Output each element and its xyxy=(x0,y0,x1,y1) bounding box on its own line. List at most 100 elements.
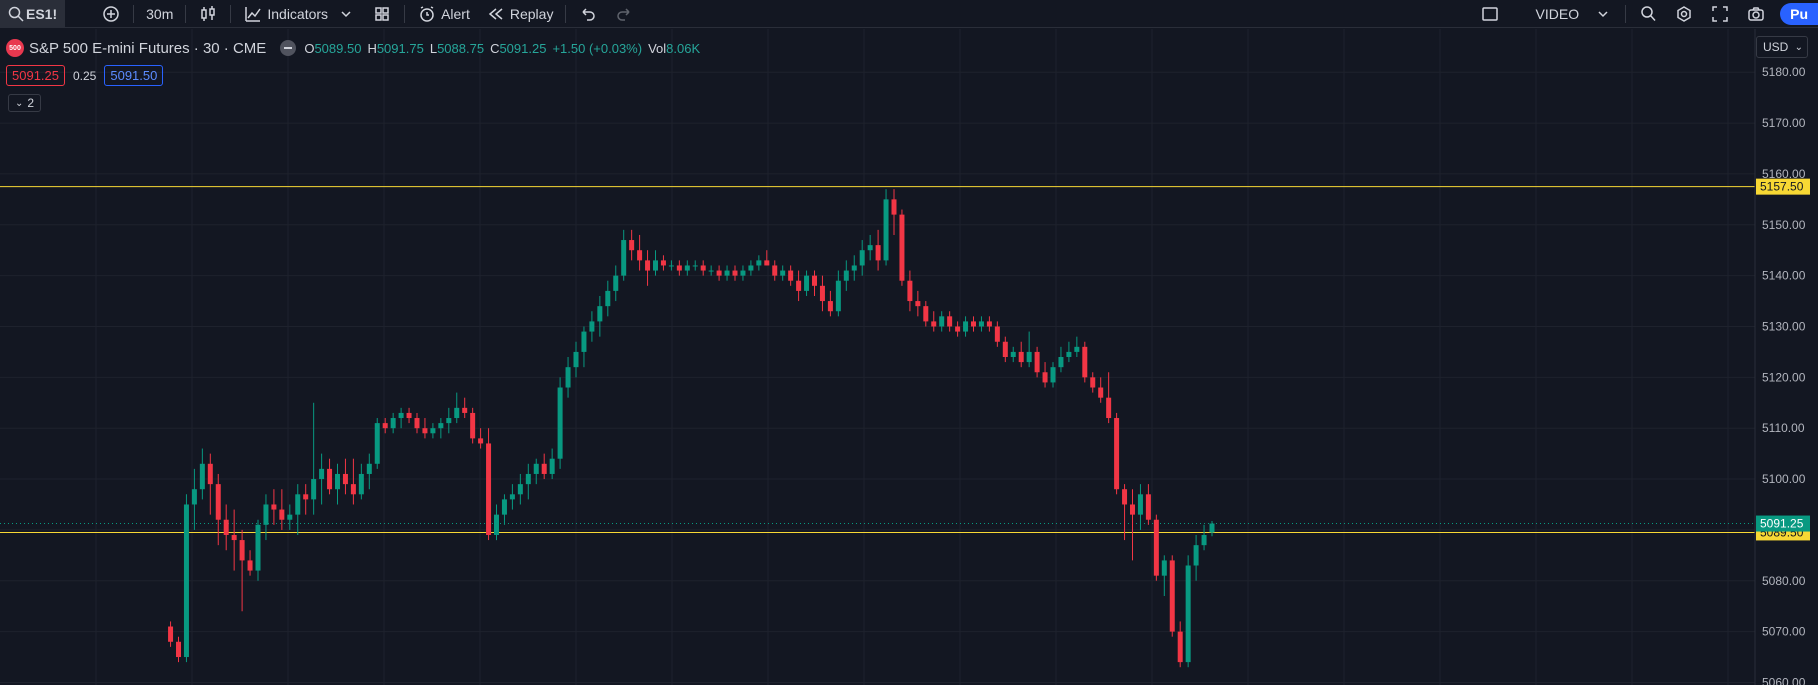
series-title[interactable]: S&P 500 E-mini Futures · 30 · CME xyxy=(29,39,267,57)
price-tick-label: 5160.00 xyxy=(1762,167,1806,181)
publish-button[interactable]: Pu xyxy=(1780,2,1818,25)
separator xyxy=(1625,4,1627,23)
indicators-collapse-button[interactable]: ⌄ 2 xyxy=(8,94,42,112)
candle-body xyxy=(239,540,245,561)
candle-body xyxy=(1082,346,1088,378)
candle-body xyxy=(1002,341,1008,357)
chart-grid xyxy=(0,29,1755,685)
settings-button[interactable] xyxy=(1666,0,1702,28)
candle-body xyxy=(1185,565,1191,663)
candle-body xyxy=(931,321,937,327)
currency-select[interactable]: USD ⌄ xyxy=(1756,36,1808,58)
interval-label: 30m xyxy=(146,5,174,22)
price-tick-label: 5110.00 xyxy=(1762,421,1805,435)
candle-body xyxy=(1201,534,1207,546)
candle-body xyxy=(692,265,698,267)
candle-body xyxy=(374,423,380,464)
hide-series-icon[interactable] xyxy=(280,40,297,56)
candle-body xyxy=(438,423,444,429)
candle-body xyxy=(1130,504,1135,515)
camera-icon xyxy=(1746,4,1766,24)
compare-symbol-button[interactable] xyxy=(93,0,129,28)
candle-body xyxy=(994,326,1000,342)
candle-body xyxy=(645,260,651,271)
separator xyxy=(133,4,135,23)
candle-body xyxy=(494,514,499,535)
indicators-button[interactable]: Indicators xyxy=(235,0,364,28)
price-tick-label: 5060.00 xyxy=(1762,675,1806,685)
candle-body xyxy=(955,326,961,332)
candle-body xyxy=(255,524,261,571)
candle-body xyxy=(1058,357,1064,368)
chart-area[interactable]: 5060.005070.005080.005090.005100.005110.… xyxy=(0,29,1818,685)
chevron-down-icon xyxy=(336,4,356,24)
candle-body xyxy=(207,463,213,485)
candle-body xyxy=(215,484,221,520)
top-toolbar: ES1! 30m Indicators Alert Replay VI xyxy=(0,0,1818,28)
sell-button[interactable]: 5091.25 xyxy=(6,65,65,86)
last-price-label: 5091.25 xyxy=(1760,517,1804,531)
close-label: C xyxy=(490,40,500,56)
alert-label: Alert xyxy=(441,5,470,22)
indicators-count: 2 xyxy=(27,96,35,110)
redo-icon xyxy=(614,4,634,24)
candle-body xyxy=(549,458,555,474)
buy-button[interactable]: 5091.50 xyxy=(104,65,164,86)
fullscreen-button[interactable] xyxy=(1702,0,1738,28)
candle-body xyxy=(835,280,841,312)
candle-body xyxy=(1026,351,1032,363)
candle-body xyxy=(1209,523,1215,533)
layouts-button[interactable] xyxy=(364,0,400,28)
price-tick-label: 5070.00 xyxy=(1762,625,1806,639)
candlestick-icon xyxy=(198,4,218,24)
candle-body xyxy=(660,260,666,266)
redo-button[interactable] xyxy=(606,0,642,28)
candle-body xyxy=(1122,489,1128,505)
candle-body xyxy=(1106,397,1112,419)
search-icon xyxy=(6,4,26,24)
undo-button[interactable] xyxy=(570,0,606,28)
candle-body xyxy=(724,270,730,276)
interval-button[interactable]: 30m xyxy=(138,0,181,28)
candle-body xyxy=(629,240,635,251)
quick-search-button[interactable] xyxy=(1630,0,1666,28)
separator xyxy=(185,4,187,23)
candle-body xyxy=(191,489,197,505)
replay-button[interactable]: Replay xyxy=(478,0,562,28)
chevron-down-icon: ⌄ xyxy=(1794,41,1803,53)
open-value: 5089.50 xyxy=(314,40,362,56)
candle-body xyxy=(589,321,595,332)
candle-body xyxy=(1114,418,1120,490)
candle-body xyxy=(851,265,857,271)
candle-body xyxy=(867,245,873,251)
candle-body xyxy=(573,351,579,368)
indicators-icon xyxy=(243,4,263,24)
candle-body xyxy=(804,275,810,291)
candle-body xyxy=(891,199,897,215)
price-tick-label: 5130.00 xyxy=(1762,319,1806,333)
price-chart[interactable]: 5060.005070.005080.005090.005100.005110.… xyxy=(0,29,1818,685)
candle-body xyxy=(748,265,754,271)
price-tick-label: 5180.00 xyxy=(1762,65,1806,79)
candle-body xyxy=(319,468,325,480)
candle-body xyxy=(843,270,849,281)
candle-body xyxy=(947,316,953,327)
candle-body xyxy=(311,479,317,500)
candle-body xyxy=(430,428,436,434)
candle-body xyxy=(605,290,611,307)
candle-body xyxy=(303,494,309,500)
spread-value: 0.25 xyxy=(73,68,97,83)
chart-type-button[interactable] xyxy=(190,0,226,28)
symbol-search-button[interactable]: ES1! xyxy=(0,0,66,28)
snapshot-button[interactable] xyxy=(1738,0,1774,28)
alert-button[interactable]: Alert xyxy=(409,0,478,28)
low-label: L xyxy=(429,40,438,56)
magnifier-icon xyxy=(1638,4,1658,24)
fullscreen-layout-button[interactable] xyxy=(1472,0,1508,28)
candle-body xyxy=(279,509,285,520)
candle-body xyxy=(1161,560,1167,576)
candle-body xyxy=(422,428,428,434)
candle-body xyxy=(382,423,388,429)
candle-body xyxy=(1090,377,1096,388)
video-button[interactable]: VIDEO xyxy=(1528,0,1622,28)
